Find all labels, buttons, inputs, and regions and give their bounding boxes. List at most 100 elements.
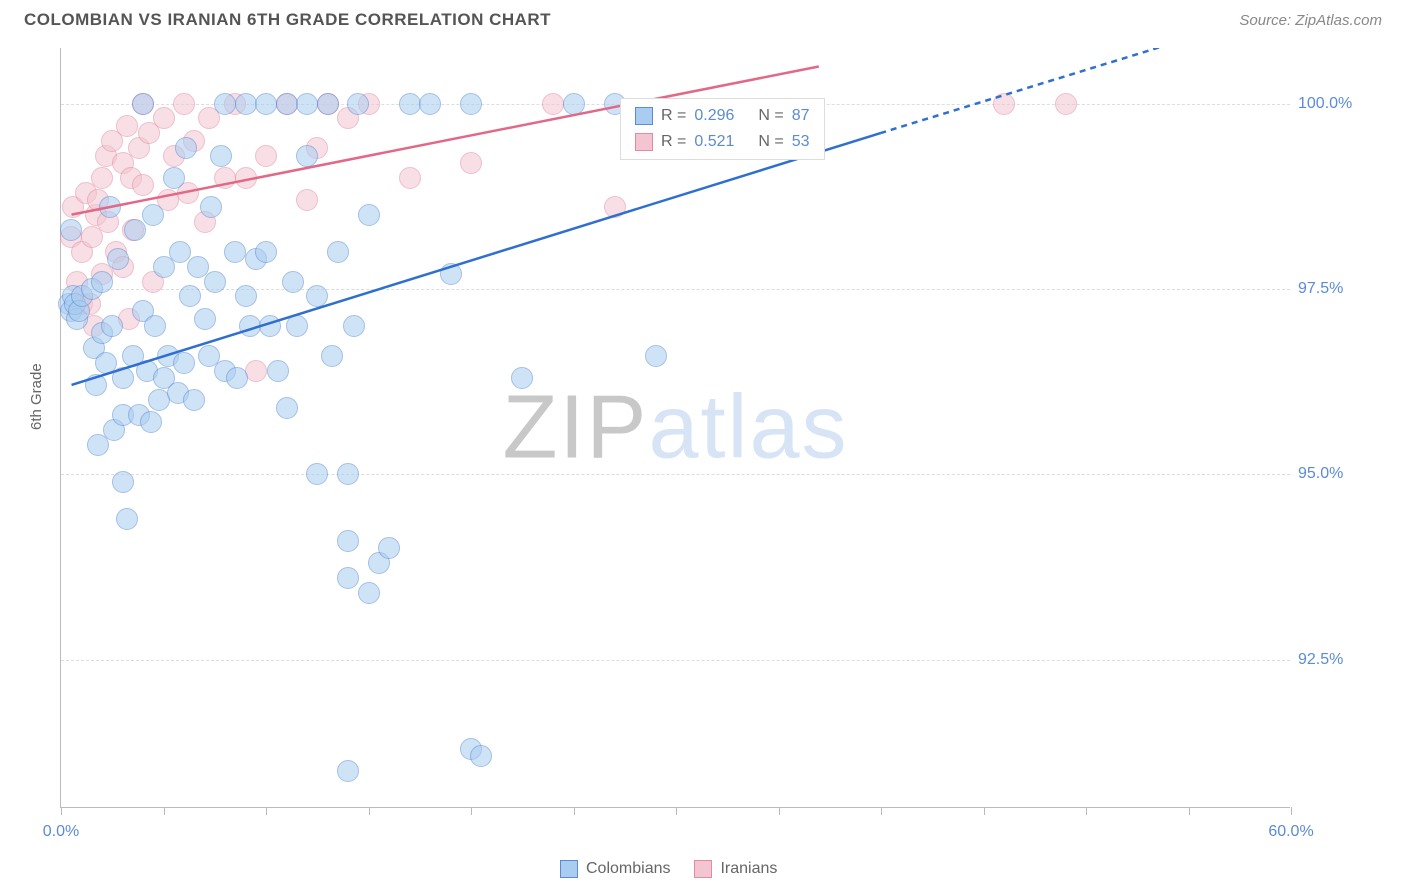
data-point-colombians [60, 219, 82, 241]
data-point-colombians [337, 567, 359, 589]
data-point-iranians [460, 152, 482, 174]
data-point-colombians [124, 219, 146, 241]
legend-item-iranians: Iranians [694, 860, 777, 878]
data-point-colombians [337, 760, 359, 782]
data-point-colombians [194, 308, 216, 330]
x-tick [1291, 807, 1292, 815]
data-point-colombians [226, 367, 248, 389]
x-tick [1189, 807, 1190, 815]
y-tick-label: 95.0% [1298, 465, 1368, 483]
data-point-colombians [343, 315, 365, 337]
legend-stats-iranians: R = 0.521 N = 53 [635, 129, 810, 155]
gridline [61, 474, 1290, 475]
x-tick [471, 807, 472, 815]
data-point-colombians [378, 537, 400, 559]
data-point-iranians [235, 167, 257, 189]
data-point-colombians [142, 204, 164, 226]
data-point-colombians [175, 137, 197, 159]
data-point-colombians [183, 389, 205, 411]
data-point-colombians [200, 196, 222, 218]
data-point-colombians [210, 145, 232, 167]
data-point-colombians [511, 367, 533, 389]
data-point-colombians [645, 345, 667, 367]
legend-stats: R = 0.296 N = 87 R = 0.521 N = 53 [620, 98, 825, 160]
data-point-colombians [179, 285, 201, 307]
data-point-colombians [470, 745, 492, 767]
swatch-iranians-icon [694, 860, 712, 878]
legend-series: Colombians Iranians [560, 860, 777, 878]
data-point-iranians [116, 115, 138, 137]
x-tick [779, 807, 780, 815]
watermark: ZIPatlas [502, 376, 848, 479]
data-point-colombians [85, 374, 107, 396]
data-point-colombians [235, 93, 257, 115]
data-point-colombians [132, 93, 154, 115]
data-point-colombians [116, 508, 138, 530]
data-point-colombians [440, 263, 462, 285]
data-point-colombians [259, 315, 281, 337]
data-point-colombians [112, 367, 134, 389]
data-point-iranians [132, 174, 154, 196]
chart-title: COLOMBIAN VS IRANIAN 6TH GRADE CORRELATI… [24, 10, 551, 30]
y-tick-label: 97.5% [1298, 280, 1368, 298]
legend-item-colombians: Colombians [560, 860, 670, 878]
data-point-colombians [282, 271, 304, 293]
data-point-colombians [358, 204, 380, 226]
data-point-colombians [296, 93, 318, 115]
data-point-iranians [993, 93, 1015, 115]
x-tick-label: 0.0% [43, 823, 79, 841]
x-tick-label: 60.0% [1268, 823, 1313, 841]
data-point-colombians [255, 241, 277, 263]
gridline [61, 660, 1290, 661]
data-point-colombians [306, 463, 328, 485]
legend-stats-colombians: R = 0.296 N = 87 [635, 103, 810, 129]
data-point-iranians [542, 93, 564, 115]
x-tick [369, 807, 370, 815]
data-point-colombians [235, 285, 257, 307]
data-point-iranians [214, 167, 236, 189]
data-point-colombians [224, 241, 246, 263]
data-point-iranians [255, 145, 277, 167]
data-point-iranians [399, 167, 421, 189]
data-point-colombians [358, 582, 380, 604]
data-point-iranians [604, 196, 626, 218]
data-point-colombians [140, 411, 162, 433]
data-point-colombians [214, 93, 236, 115]
data-point-iranians [91, 167, 113, 189]
data-point-colombians [419, 93, 441, 115]
x-tick [881, 807, 882, 815]
swatch-colombians-icon [560, 860, 578, 878]
data-point-iranians [173, 93, 195, 115]
data-point-colombians [239, 315, 261, 337]
x-tick [1086, 807, 1087, 815]
data-point-colombians [337, 530, 359, 552]
x-tick [266, 807, 267, 815]
data-point-colombians [99, 196, 121, 218]
data-point-colombians [317, 93, 339, 115]
data-point-colombians [276, 397, 298, 419]
chart-header: COLOMBIAN VS IRANIAN 6TH GRADE CORRELATI… [0, 0, 1406, 36]
x-tick [676, 807, 677, 815]
data-point-iranians [296, 189, 318, 211]
x-tick [574, 807, 575, 815]
data-point-colombians [306, 285, 328, 307]
data-point-iranians [153, 107, 175, 129]
swatch-iranians [635, 133, 653, 151]
data-point-colombians [107, 248, 129, 270]
trend-lines [61, 48, 1290, 807]
data-point-colombians [337, 463, 359, 485]
x-tick [984, 807, 985, 815]
y-axis-label: 6th Grade [28, 363, 45, 430]
data-point-colombians [399, 93, 421, 115]
data-point-colombians [169, 241, 191, 263]
data-point-colombians [112, 471, 134, 493]
plot-wrap: ZIPatlas 92.5%95.0%97.5%100.0%0.0%60.0% … [60, 48, 1370, 808]
data-point-iranians [1055, 93, 1077, 115]
x-tick [61, 807, 62, 815]
data-point-colombians [327, 241, 349, 263]
chart-source: Source: ZipAtlas.com [1239, 12, 1382, 29]
data-point-colombians [460, 93, 482, 115]
data-point-colombians [173, 352, 195, 374]
data-point-colombians [204, 271, 226, 293]
data-point-colombians [286, 315, 308, 337]
